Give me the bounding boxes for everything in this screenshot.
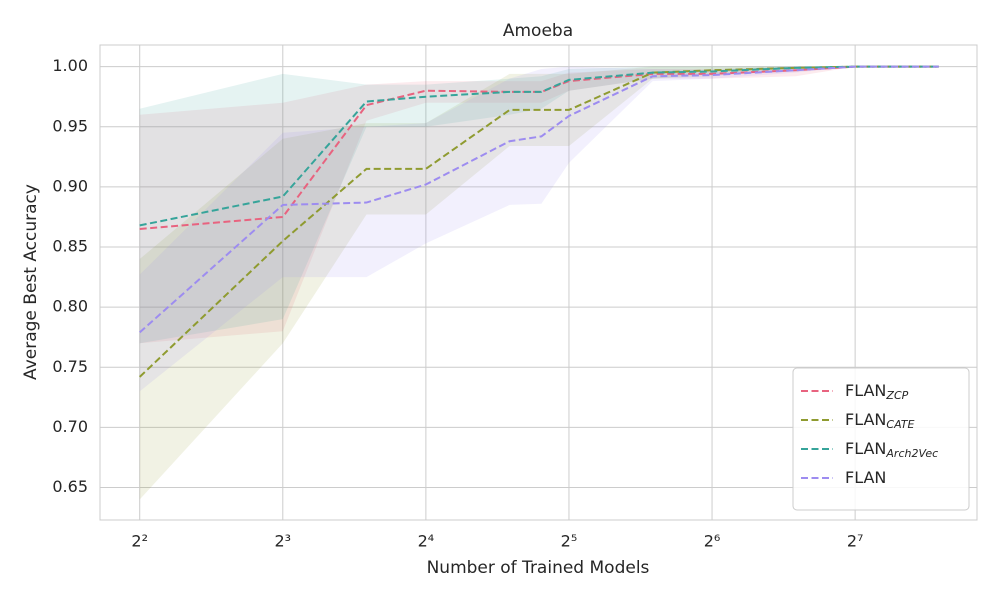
y-axis-label: Average Best Accuracy [21,184,41,380]
x-tick-label: 2³ [274,532,291,551]
x-tick-label: 2⁴ [418,532,435,551]
confidence-band [139,66,939,344]
legend-label: FLANZCP [845,381,909,403]
y-tick-label: 0.70 [52,417,88,436]
x-tick-label: 2⁵ [561,532,578,551]
legend-subscript: ZCP [885,389,908,402]
legend-box [792,367,970,511]
chart-title: Amoeba [503,21,573,41]
x-tick-label: 2⁶ [704,532,721,551]
y-tick-label: 0.80 [52,297,88,316]
legend-label: FLANCATE [845,410,915,432]
y-tick-label: 0.90 [52,176,88,195]
x-axis-label: Number of Trained Models [427,558,650,578]
legend-name: FLAN [845,468,886,487]
confidence-band [139,66,939,392]
y-tick-label: 0.95 [52,116,88,135]
legend-subscript: CATE [886,418,914,431]
legend-subscript: Arch2Vec [885,447,938,460]
x-tick-label: 2² [131,532,148,551]
y-tick-label: 0.85 [52,237,88,256]
y-tick-label: 0.65 [52,477,88,496]
legend-label: FLAN [845,468,886,487]
plot-frame [99,44,978,521]
series-line [139,65,939,227]
y-tick-label: 0.75 [52,357,88,376]
series-line [139,65,939,378]
confidence-band [139,66,939,500]
x-tick-label: 2⁷ [847,532,864,551]
legend-name: FLAN [845,439,886,458]
legend-name: FLAN [845,381,886,400]
confidence-band [139,66,939,344]
legend-label: FLANArch2Vec [845,439,938,461]
y-tick-label: 1.00 [52,56,88,75]
legend-name: FLAN [845,410,886,429]
